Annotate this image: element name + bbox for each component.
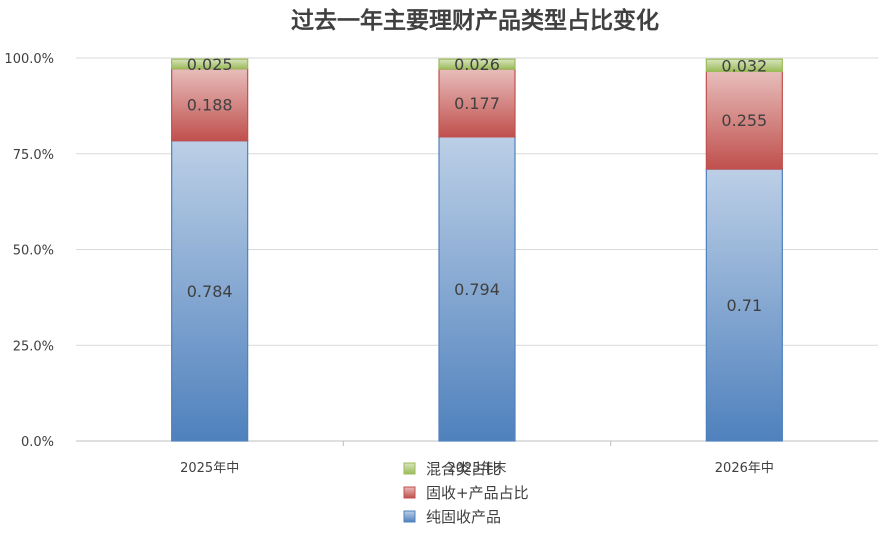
bar-segment xyxy=(705,168,783,442)
data-label: 0.177 xyxy=(454,94,500,113)
y-tick-label: 100.0% xyxy=(4,52,54,67)
bar-segment xyxy=(171,68,249,142)
bar-segment xyxy=(171,140,249,442)
data-label: 0.188 xyxy=(187,96,233,115)
data-label: 0.026 xyxy=(454,55,500,74)
y-axis: 0.0% 25.0% 50.0% 75.0% 100.0% xyxy=(4,52,54,450)
data-label: 0.784 xyxy=(187,282,233,301)
legend-swatch xyxy=(403,462,416,475)
data-label: 0.025 xyxy=(187,55,233,74)
y-tick-label: 75.0% xyxy=(13,148,54,163)
bar-segment xyxy=(438,58,516,70)
y-tick-label: 0.0% xyxy=(21,435,54,450)
data-label: 0.255 xyxy=(721,111,767,130)
legend-label: 混合类占比 xyxy=(426,460,501,478)
y-tick-label: 50.0% xyxy=(13,244,54,259)
x-axis: 2025年中 2025年末 2026年中 xyxy=(180,441,774,476)
bar-segment xyxy=(705,58,783,73)
data-label: 0.032 xyxy=(721,56,767,75)
chart-title: 过去一年主要理财产品类型占比变化 xyxy=(291,7,659,34)
legend-swatch xyxy=(403,510,416,523)
bar-segment xyxy=(705,70,783,170)
x-tick-label: 2026年中 xyxy=(715,461,774,476)
bars: 0.784 0.188 0.025 0.794 0.177 0.026 0.71 0.255 0… xyxy=(171,55,783,442)
data-label: 0.794 xyxy=(454,280,500,299)
bar-segment xyxy=(171,58,249,70)
legend-label: 固收+产品占比 xyxy=(426,484,529,502)
x-tick-label: 2025年中 xyxy=(180,461,239,476)
data-label: 0.71 xyxy=(727,296,763,315)
legend-swatch xyxy=(403,486,416,499)
x-tick-label: 2025年末 xyxy=(447,461,506,476)
y-tick-label: 25.0% xyxy=(13,339,54,354)
legend-label: 纯固收产品 xyxy=(426,508,501,526)
bar-segment xyxy=(438,68,516,138)
bar-segment xyxy=(438,136,516,442)
